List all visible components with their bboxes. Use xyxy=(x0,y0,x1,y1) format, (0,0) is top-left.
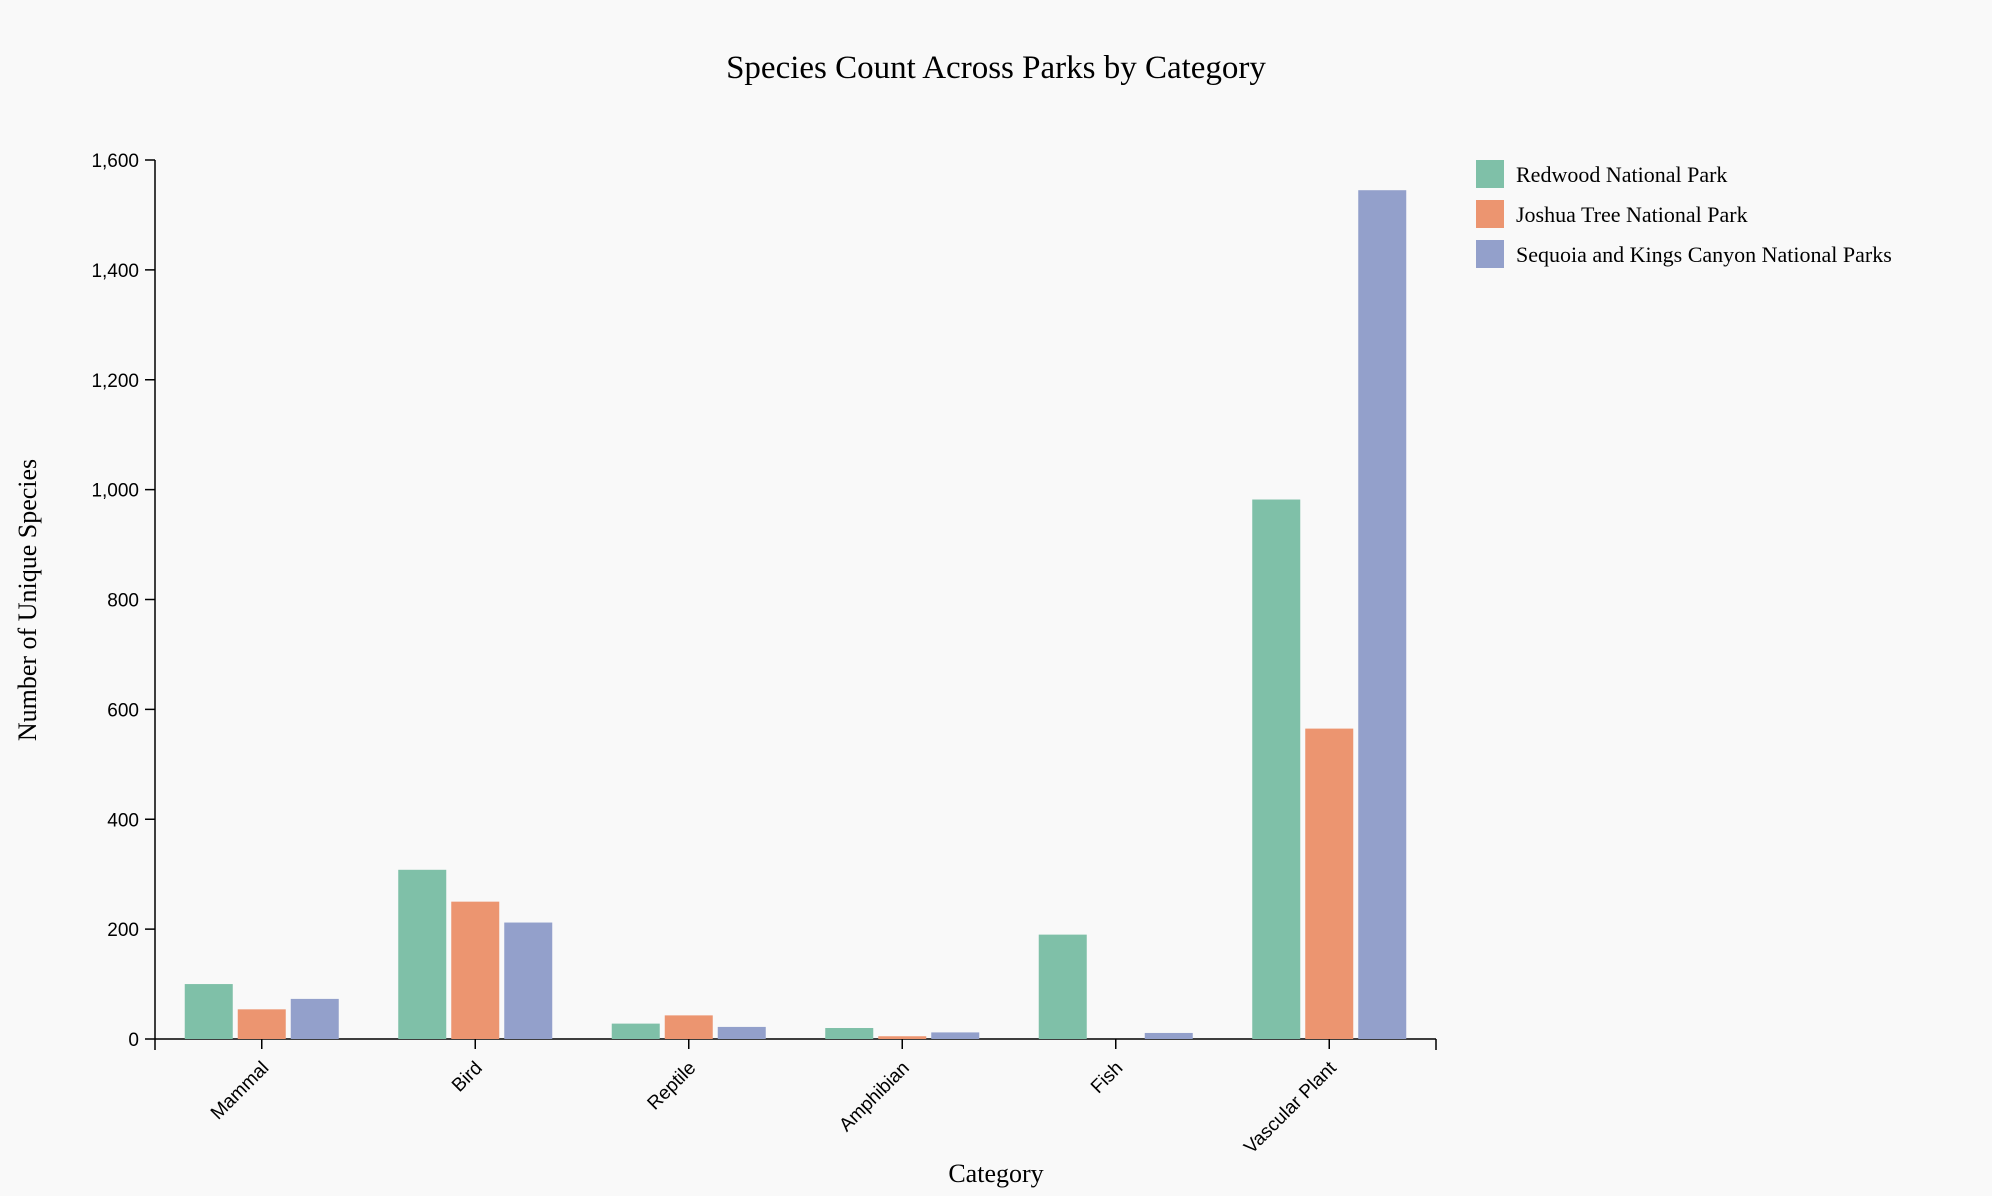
bar xyxy=(1144,1032,1193,1039)
y-tick-label: 600 xyxy=(107,700,139,721)
x-tick-label: Mammal xyxy=(207,1058,273,1124)
y-tick-label: 1,400 xyxy=(91,261,139,282)
legend-label: Sequoia and Kings Canyon National Parks xyxy=(1516,242,1892,267)
bar xyxy=(1305,728,1354,1039)
x-tick-label: Amphibian xyxy=(835,1058,913,1136)
bar xyxy=(184,984,233,1039)
bar xyxy=(1252,499,1301,1039)
y-tick-label: 800 xyxy=(107,591,139,612)
bar xyxy=(825,1028,874,1039)
bar xyxy=(931,1032,980,1039)
legend: Redwood National Park Joshua Tree Nationa… xyxy=(1476,160,1892,268)
bar xyxy=(451,901,500,1039)
bar xyxy=(664,1015,713,1039)
bar xyxy=(717,1026,766,1039)
y-axis-title: Number of Unique Species xyxy=(13,459,42,741)
y-tick-label: 1,200 xyxy=(91,371,139,392)
x-tick-label: Bird xyxy=(448,1058,487,1097)
legend-swatch xyxy=(1476,200,1504,228)
y-tick-label: 0 xyxy=(128,1030,139,1051)
bar xyxy=(504,922,553,1039)
legend-label: Joshua Tree National Park xyxy=(1516,202,1748,227)
legend-label: Redwood National Park xyxy=(1516,162,1727,187)
y-tick-label: 200 xyxy=(107,920,139,941)
bar xyxy=(1358,190,1407,1039)
chart-title: Species Count Across Parks by Category xyxy=(726,50,1266,86)
y-axis: 0 200 400 600 800 1,000 1,200 1,400 1,600 xyxy=(91,151,156,1051)
y-tick-label: 1,600 xyxy=(91,151,139,172)
bar xyxy=(878,1036,927,1039)
y-tick-label: 1,000 xyxy=(91,481,139,502)
bars xyxy=(184,190,1407,1039)
bar xyxy=(237,1009,286,1039)
y-tick-label: 400 xyxy=(107,810,139,831)
bar xyxy=(398,869,447,1039)
x-axis-title: Category xyxy=(948,1159,1043,1188)
bar xyxy=(611,1023,660,1039)
x-tick-label: Vascular Plant xyxy=(1240,1057,1341,1158)
x-axis: Mammal Bird Reptile Amphibian Fish Vascular P… xyxy=(155,1038,1437,1158)
x-tick-label: Reptile xyxy=(644,1058,701,1115)
bar xyxy=(1038,934,1087,1039)
legend-swatch xyxy=(1476,240,1504,268)
legend-swatch xyxy=(1476,160,1504,188)
bar xyxy=(290,998,339,1039)
x-tick-label: Fish xyxy=(1087,1058,1127,1098)
